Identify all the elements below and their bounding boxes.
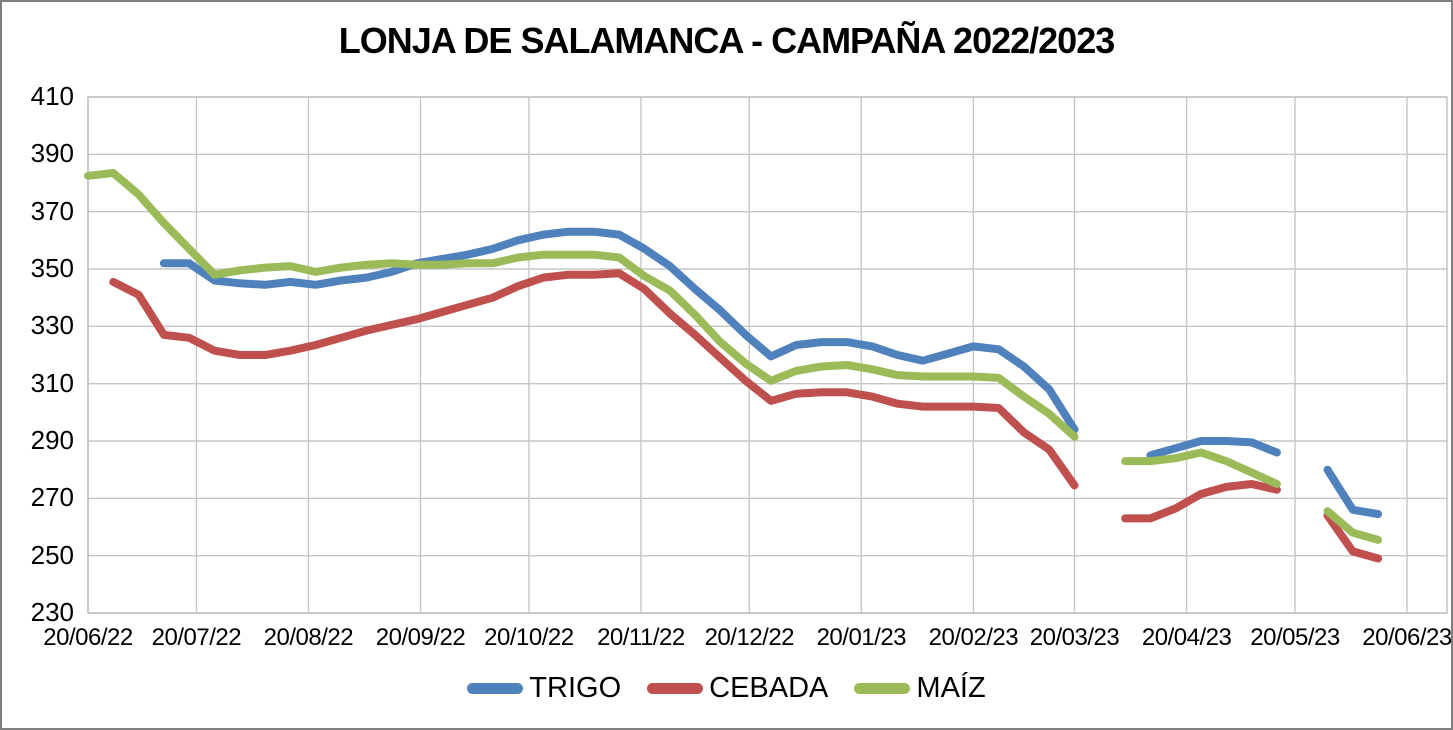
legend-item-maiz: MAÍZ: [854, 672, 986, 705]
cebada-line-swatch-icon: [647, 683, 704, 694]
y-tick-label: 230: [30, 597, 74, 627]
series-line-trigo: [159, 227, 1383, 519]
y-tick-label: 390: [30, 138, 74, 169]
x-tick-label: 20/12/22: [704, 624, 795, 651]
legend-item-cebada: CEBADA: [647, 672, 828, 705]
y-tick-label: 270: [30, 482, 74, 513]
x-tick-label: 20/11/22: [597, 624, 685, 651]
legend-label-trigo: TRIGO: [529, 672, 622, 704]
chart-title: LONJA DE SALAMANCA - CAMPAÑA 2022/2023: [338, 20, 1115, 61]
x-tick-label: 20/09/22: [375, 624, 466, 651]
x-tick-label: 20/06/23: [1362, 624, 1452, 651]
y-tick-label: 290: [30, 425, 74, 455]
legend-item-trigo: TRIGO: [467, 672, 621, 705]
legend-label-cebada: CEBADA: [709, 672, 829, 704]
x-tick-label: 20/10/22: [484, 624, 574, 651]
y-tick-label: 330: [30, 310, 74, 341]
series-line-cebada: [109, 269, 1383, 563]
x-tick-label: 20/05/23: [1250, 624, 1340, 651]
x-tick-label: 20/06/22: [43, 624, 133, 651]
x-tick-label: 20/03/23: [1029, 624, 1120, 651]
y-tick-label: 250: [30, 539, 74, 570]
y-tick-label: 370: [30, 195, 74, 226]
x-tick-label: 20/04/23: [1141, 624, 1232, 651]
y-tick-label: 350: [30, 253, 74, 283]
x-tick-label: 20/02/23: [928, 624, 1019, 651]
maiz-line-swatch-icon: [854, 683, 911, 694]
x-tick-label: 20/08/22: [263, 624, 354, 651]
series-line-maíz: [84, 169, 1383, 544]
y-tick-label: 310: [30, 367, 74, 398]
y-tick-label: 410: [30, 81, 74, 111]
x-tick-label: 20/01/23: [816, 624, 907, 651]
legend: TRIGO CEBADA MAÍZ: [2, 672, 1451, 705]
legend-label-maiz: MAÍZ: [916, 672, 986, 704]
trigo-line-swatch-icon: [467, 683, 524, 694]
x-tick-label: 20/07/22: [151, 624, 242, 651]
